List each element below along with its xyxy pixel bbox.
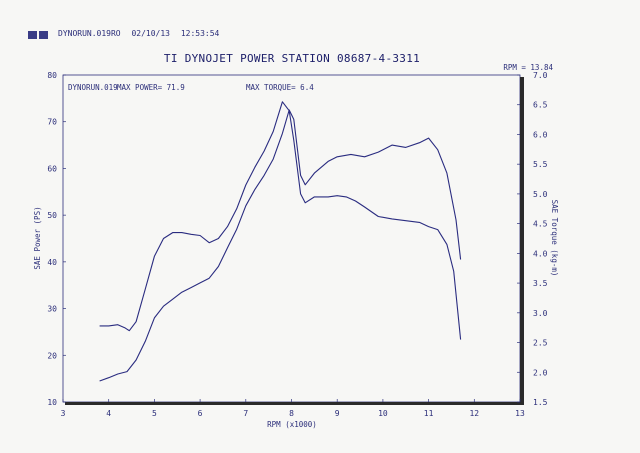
- y-axis-right-ticks: 1.5 2.0 2.5 3.0 3.5 4.0 4.5 5.0 5.5 6.0 6.5 7.0: [517, 71, 548, 407]
- header-filename: DYNORUN.019RO: [58, 29, 121, 38]
- y-left-tick-label: 30: [47, 305, 57, 314]
- y-right-tick-label: 4.5: [533, 220, 548, 229]
- chart-title: TI DYNOJET POWER STATION 08687-4-3311: [164, 52, 420, 65]
- y-right-tick-label: 3.5: [533, 279, 548, 288]
- plot-shadow-bottom: [65, 402, 524, 405]
- x-tick-label: 6: [198, 409, 203, 418]
- x-tick-label: 7: [243, 409, 248, 418]
- rpm-label: RPM = 13.84: [503, 63, 553, 72]
- series-group: [99, 101, 462, 382]
- y-left-tick-label: 60: [47, 164, 57, 173]
- x-tick-label: 10: [378, 409, 388, 418]
- y-right-tick-label: 2.0: [533, 368, 548, 377]
- power-series-line: [99, 109, 462, 382]
- x-tick-label: 13: [515, 409, 525, 418]
- x-tick-label: 3: [61, 409, 66, 418]
- y-right-tick-label: 5.0: [533, 190, 548, 199]
- y-axis-left-ticks: 10 20 30 40 50 60 70 80: [47, 71, 66, 407]
- y-right-tick-label: 6.5: [533, 101, 548, 110]
- x-axis-ticks: 3 4 5 6 7 8 9 10 11 12 13: [61, 399, 525, 418]
- header-run-info: DYNORUN.019RO 02/10/13 12:53:54: [58, 29, 225, 38]
- x-tick-label: 11: [424, 409, 434, 418]
- y-right-tick-label: 2.5: [533, 339, 548, 348]
- y-axis-right-label: SAE Torque (kg-m): [550, 200, 559, 277]
- y-axis-left-label: SAE Power (PS): [33, 206, 42, 269]
- header-time: 12:53:54: [180, 29, 220, 38]
- y-right-tick-label: 4.0: [533, 249, 548, 258]
- annotation-max-power: MAX POWER= 71.9: [117, 83, 185, 92]
- x-axis-label: RPM (x1000): [267, 420, 317, 429]
- x-tick-label: 8: [289, 409, 294, 418]
- y-left-tick-label: 50: [47, 211, 57, 220]
- y-left-tick-label: 20: [47, 351, 57, 360]
- x-tick-label: 9: [335, 409, 340, 418]
- y-left-tick-label: 70: [47, 118, 57, 127]
- torque-series-line: [99, 101, 462, 340]
- x-tick-label: 12: [469, 409, 479, 418]
- annotation-max-torque: MAX TORQUE= 6.4: [246, 83, 314, 92]
- y-right-tick-label: 6.0: [533, 130, 548, 139]
- y-right-tick-label: 7.0: [533, 71, 548, 80]
- y-right-tick-label: 1.5: [533, 398, 548, 407]
- annotation-run: DYNORUN.019: [68, 83, 118, 92]
- x-tick-label: 4: [106, 409, 111, 418]
- y-right-tick-label: 5.5: [533, 160, 548, 169]
- header-marker-icon: [28, 31, 48, 39]
- y-left-tick-label: 40: [47, 258, 57, 267]
- x-tick-label: 5: [152, 409, 157, 418]
- y-right-tick-label: 3.0: [533, 309, 548, 318]
- plot-shadow-right: [520, 77, 524, 404]
- y-left-tick-label: 80: [47, 71, 57, 80]
- header-date: 02/10/13: [131, 29, 170, 38]
- y-left-tick-label: 10: [47, 398, 57, 407]
